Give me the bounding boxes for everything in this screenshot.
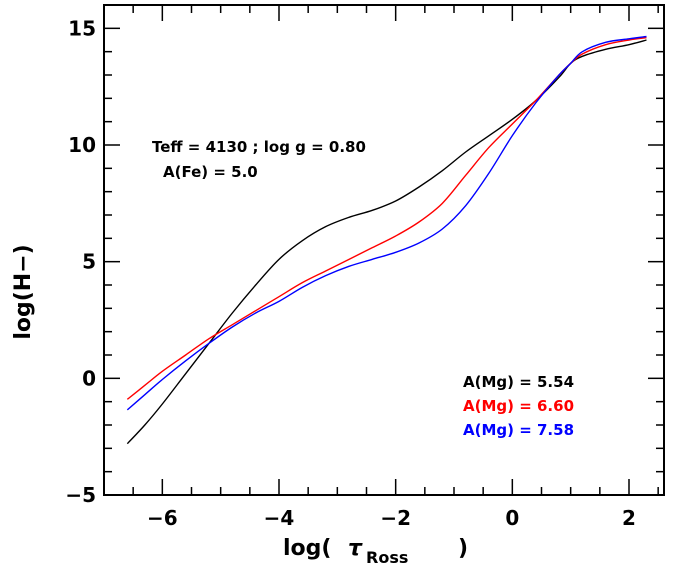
- x-axis-label-subscript: Ross: [366, 548, 408, 567]
- annotation-teff-logg: Teff = 4130 ; log g = 0.80: [152, 138, 366, 156]
- legend-entry-series-1: A(Mg) = 6.60: [463, 397, 574, 415]
- y-tick-label: 0: [82, 366, 96, 390]
- y-tick-label: −5: [65, 483, 96, 507]
- y-tick-label: 10: [68, 133, 96, 157]
- x-axis-label-main: log(: [283, 536, 331, 561]
- annotation-afe: A(Fe) = 5.0: [163, 163, 258, 181]
- x-axis-label-tau: τ: [348, 536, 363, 561]
- axis-ticks: [103, 4, 664, 496]
- series-line-2: [126, 35, 647, 411]
- series-line-1: [126, 36, 647, 400]
- x-tick-label: 0: [505, 506, 519, 530]
- tick-labels: −6 −4 −2 0 2 −5 0 5 10 15: [65, 16, 636, 530]
- y-tick-label: 15: [68, 16, 96, 40]
- x-axis-label-close: ): [458, 536, 468, 561]
- x-tick-label: −2: [380, 506, 411, 530]
- y-axis-label: log(H−): [11, 244, 36, 339]
- x-tick-label: 2: [622, 506, 636, 530]
- legend-entry-series-0: A(Mg) = 5.54: [463, 373, 574, 391]
- y-tick-label: 5: [82, 250, 96, 274]
- legend-entry-series-2: A(Mg) = 7.58: [463, 421, 574, 439]
- x-tick-label: −4: [264, 506, 295, 530]
- series-lines: [126, 35, 647, 445]
- x-axis-label: log( τ Ross ): [283, 536, 468, 567]
- x-tick-label: −6: [147, 506, 178, 530]
- plot-frame: [103, 4, 665, 496]
